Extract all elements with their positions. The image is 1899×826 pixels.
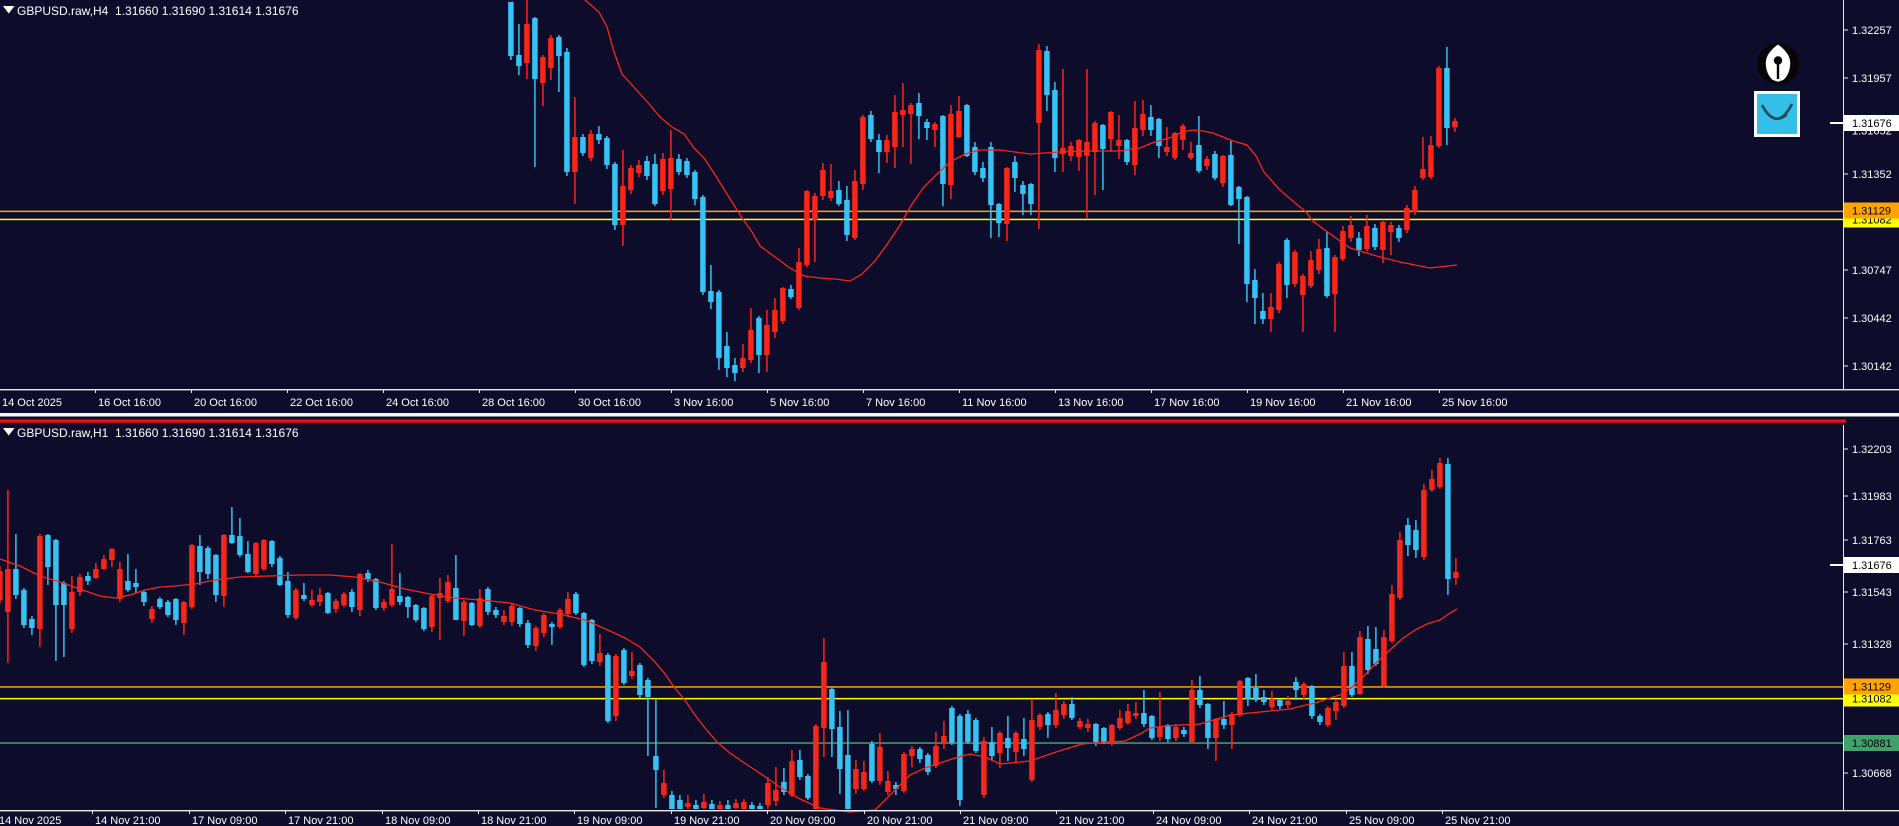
svg-text:1.31129: 1.31129 (1852, 206, 1891, 218)
svg-text:25 Nov 16:00: 25 Nov 16:00 (1442, 397, 1507, 409)
svg-text:24 Nov 21:00: 24 Nov 21:00 (1252, 815, 1317, 826)
svg-text:20 Nov 09:00: 20 Nov 09:00 (770, 815, 835, 826)
svg-text:18 Nov 21:00: 18 Nov 21:00 (481, 815, 546, 826)
svg-text:1.32257: 1.32257 (1852, 25, 1892, 37)
svg-text:GBPUSD.raw,H1 1.31660 1.31690: GBPUSD.raw,H1 1.31660 1.31690 1.31614 1.… (17, 426, 299, 440)
svg-text:1.31983: 1.31983 (1852, 491, 1892, 503)
svg-text:1.30142: 1.30142 (1852, 361, 1892, 373)
svg-text:1.30881: 1.30881 (1852, 738, 1892, 750)
svg-text:19 Nov 16:00: 19 Nov 16:00 (1250, 397, 1315, 409)
svg-text:1.31352: 1.31352 (1852, 169, 1892, 181)
svg-text:21 Nov 09:00: 21 Nov 09:00 (963, 815, 1028, 826)
svg-text:3 Nov 16:00: 3 Nov 16:00 (674, 397, 733, 409)
svg-text:13 Nov 16:00: 13 Nov 16:00 (1058, 397, 1123, 409)
svg-text:24 Oct 16:00: 24 Oct 16:00 (386, 397, 449, 409)
svg-text:1.31957: 1.31957 (1852, 73, 1892, 85)
svg-text:19 Nov 21:00: 19 Nov 21:00 (674, 815, 739, 826)
svg-text:1.30442: 1.30442 (1852, 313, 1892, 325)
svg-text:20 Nov 21:00: 20 Nov 21:00 (867, 815, 932, 826)
svg-text:14 Nov 21:00: 14 Nov 21:00 (95, 815, 160, 826)
svg-text:21 Nov 21:00: 21 Nov 21:00 (1059, 815, 1124, 826)
svg-text:17 Nov 21:00: 17 Nov 21:00 (288, 815, 353, 826)
svg-text:24 Nov 09:00: 24 Nov 09:00 (1156, 815, 1221, 826)
svg-text:7 Nov 16:00: 7 Nov 16:00 (866, 397, 925, 409)
svg-text:1.31543: 1.31543 (1852, 587, 1892, 599)
svg-text:1.31763: 1.31763 (1852, 535, 1892, 547)
svg-text:28 Oct 16:00: 28 Oct 16:00 (482, 397, 545, 409)
svg-text:11 Nov 16:00: 11 Nov 16:00 (962, 397, 1027, 409)
svg-text:1.31328: 1.31328 (1852, 639, 1892, 651)
svg-text:14 Oct 2025: 14 Oct 2025 (2, 397, 62, 409)
svg-text:20 Oct 16:00: 20 Oct 16:00 (194, 397, 257, 409)
svg-text:1.31082: 1.31082 (1852, 694, 1892, 706)
svg-text:GBPUSD.raw,H4 1.31660 1.31690: GBPUSD.raw,H4 1.31660 1.31690 1.31614 1.… (17, 4, 299, 18)
svg-text:14 Nov 2025: 14 Nov 2025 (0, 815, 61, 826)
svg-text:25 Nov 21:00: 25 Nov 21:00 (1445, 815, 1510, 826)
svg-text:17 Nov 16:00: 17 Nov 16:00 (1154, 397, 1219, 409)
svg-text:16 Oct 16:00: 16 Oct 16:00 (98, 397, 161, 409)
svg-text:22 Oct 16:00: 22 Oct 16:00 (290, 397, 353, 409)
svg-text:1.31676: 1.31676 (1852, 560, 1892, 572)
svg-text:18 Nov 09:00: 18 Nov 09:00 (385, 815, 450, 826)
svg-text:19 Nov 09:00: 19 Nov 09:00 (577, 815, 642, 826)
svg-text:1.31129: 1.31129 (1852, 682, 1891, 694)
svg-text:21 Nov 16:00: 21 Nov 16:00 (1346, 397, 1411, 409)
svg-text:25 Nov 09:00: 25 Nov 09:00 (1349, 815, 1414, 826)
svg-text:1.30747: 1.30747 (1852, 265, 1892, 277)
svg-text:30 Oct 16:00: 30 Oct 16:00 (578, 397, 641, 409)
svg-text:1.32203: 1.32203 (1852, 444, 1892, 456)
svg-text:17 Nov 09:00: 17 Nov 09:00 (192, 815, 257, 826)
svg-text:5 Nov 16:00: 5 Nov 16:00 (770, 397, 829, 409)
svg-text:1.31676: 1.31676 (1852, 118, 1892, 130)
svg-text:1.30668: 1.30668 (1852, 768, 1892, 780)
